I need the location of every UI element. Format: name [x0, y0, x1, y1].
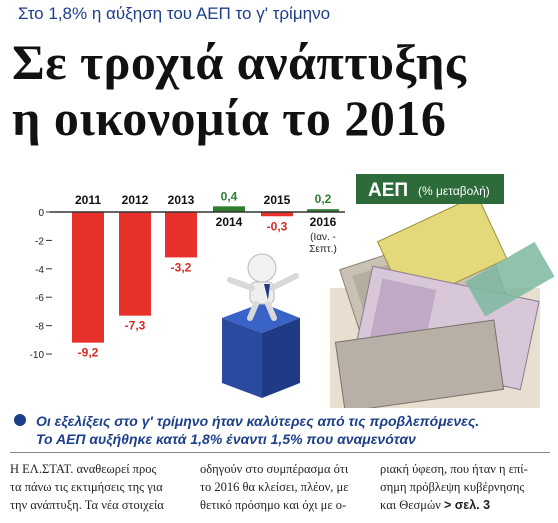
bar [213, 206, 245, 212]
bar [261, 212, 293, 217]
y-tick-label: 0 [38, 208, 44, 219]
category-note: (Ιαν. - [310, 232, 336, 243]
body-line: την ανάπτυξη. Τα νέα στοιχεία [10, 498, 164, 512]
gdp-infographic: ΑΕΠ (% μεταβολή) 2011 -9,2 2012 -7,3 2013 -3,… [0, 168, 558, 408]
divider [10, 452, 550, 453]
value-label: -3,2 [171, 260, 192, 274]
gdp-chart: ΑΕΠ (% μεταβολή) 2011 -9,2 2012 -7,3 2013 -3,… [30, 174, 555, 408]
category-note: Σεπτ.) [309, 244, 337, 255]
value-label: -0,3 [267, 219, 288, 233]
euro-banknotes-illustration [330, 194, 555, 408]
body-column-2: οδηγούν στο συμπέρασμα ότι το 2016 θα κλ… [200, 460, 370, 514]
chart-y-axis: 0 -2 -4 -6 -8 -10 [30, 208, 345, 361]
bar [119, 212, 151, 316]
body-line: τα πάνω τις εκτιμήσεις της για [10, 480, 163, 494]
body-column-1: Η ΕΛ.ΣΤΑΤ. αναθεωρεί προς τα πάνω τις εκ… [10, 460, 180, 514]
y-tick-label: -6 [35, 293, 44, 304]
bar [165, 212, 197, 258]
chart-bars: 2011 -9,2 2012 -7,3 2013 -3,2 2014 0,4 2015 -0,3 2… [72, 189, 339, 360]
headline-line-2: η οικονομία το 2016 [12, 90, 447, 146]
page-reference[interactable]: > σελ. 3 [443, 498, 491, 512]
value-label: 0,4 [221, 189, 238, 203]
body-line: σημη πρόβλεψη κυβέρνησης [380, 480, 525, 494]
value-label: -9,2 [78, 346, 99, 360]
summary-line-2: Το ΑΕΠ αυξήθηκε κατά 1,8% έναντι 1,5% πο… [36, 431, 416, 447]
category-label: 2012 [122, 193, 149, 207]
y-tick-label: -8 [35, 322, 44, 333]
chart-title-box: ΑΕΠ (% μεταβολή) [356, 174, 504, 204]
body-line-end: και Θεσμών [380, 498, 441, 512]
body-line: και Θεσμών > σελ. 3 [380, 496, 550, 514]
body-line: ριακή ύφεση, που ήταν η επί- [380, 462, 528, 476]
article-kicker: Στο 1,8% η αύξηση του ΑΕΠ το γ' τρίμηνο [18, 4, 331, 23]
value-label: 0,2 [315, 192, 332, 206]
category-label: 2015 [264, 193, 291, 207]
bar [72, 212, 104, 343]
y-tick-label: -4 [35, 265, 44, 276]
body-line: θετικό πρόσημο και όχι με ο- [200, 498, 347, 512]
y-tick-label: -2 [35, 236, 44, 247]
chart-subtitle: (% μεταβολή) [418, 184, 490, 198]
bullet-icon [14, 414, 26, 426]
headline-line-1: Σε τροχιά ανάπτυξης [12, 34, 467, 90]
summary-line-1: Οι εξελίξεις στο γ' τρίμηνο ήταν καλύτερ… [36, 413, 480, 429]
category-label: 2011 [75, 193, 101, 207]
category-label: 2016 [310, 215, 337, 229]
figure-on-pedestal-illustration [222, 253, 300, 398]
chart-title: ΑΕΠ [368, 180, 408, 201]
body-line: οδηγούν στο συμπέρασμα ότι [200, 462, 349, 476]
bar [307, 209, 339, 212]
body-column-3: ριακή ύφεση, που ήταν η επί- σημη πρόβλε… [380, 460, 550, 514]
category-label: 2013 [168, 193, 195, 207]
y-tick-label: -10 [30, 350, 45, 361]
category-label: 2014 [216, 215, 243, 229]
body-line: Η ΕΛ.ΣΤΑΤ. αναθεωρεί προς [10, 462, 157, 476]
body-line: το 2016 θα κλείσει, πλέον, με [200, 480, 349, 494]
value-label: -7,3 [125, 319, 146, 333]
